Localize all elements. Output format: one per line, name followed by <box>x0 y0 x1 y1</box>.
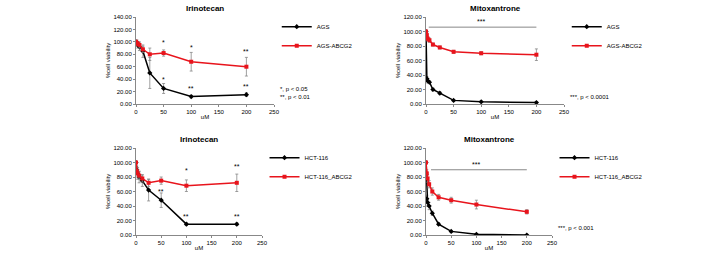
svg-text:HCT-116: HCT-116 <box>595 155 619 161</box>
svg-text:150: 150 <box>207 240 218 246</box>
svg-text:100: 100 <box>476 109 487 115</box>
svg-text:100: 100 <box>471 240 482 246</box>
svg-text:HCT-116: HCT-116 <box>305 155 329 161</box>
svg-text:**: ** <box>234 213 240 220</box>
svg-text:uM: uM <box>201 114 209 120</box>
svg-text:40.00: 40.00 <box>407 203 423 209</box>
svg-text:60.00: 60.00 <box>407 189 423 195</box>
svg-text:*: * <box>190 44 193 51</box>
svg-text:HCT-116_ABCG2: HCT-116_ABCG2 <box>305 174 353 180</box>
svg-text:**: ** <box>183 213 189 220</box>
svg-text:40.00: 40.00 <box>117 76 133 82</box>
svg-text:uM: uM <box>195 245 203 251</box>
svg-text:uM: uM <box>485 245 493 251</box>
svg-text:40.00: 40.00 <box>407 72 423 78</box>
svg-text:120.00: 120.00 <box>403 145 422 151</box>
svg-text:120.00: 120.00 <box>403 14 422 20</box>
svg-text:200: 200 <box>522 240 533 246</box>
svg-text:0.00: 0.00 <box>410 101 422 107</box>
svg-text:Mitoxantrone: Mitoxantrone <box>464 135 515 144</box>
svg-text:**: ** <box>243 48 249 55</box>
svg-text:0: 0 <box>424 109 428 115</box>
svg-text:100.00: 100.00 <box>113 39 132 45</box>
svg-text:%cell viability: %cell viability <box>105 43 111 79</box>
svg-text:150: 150 <box>504 109 515 115</box>
svg-text:150: 150 <box>497 240 508 246</box>
svg-text:**: ** <box>234 163 240 170</box>
svg-text:%cell viability: %cell viability <box>105 174 111 210</box>
svg-text:**: ** <box>188 85 194 92</box>
svg-text:%cell viability: %cell viability <box>395 43 401 79</box>
svg-text:100.00: 100.00 <box>403 160 422 166</box>
svg-text:80.00: 80.00 <box>407 174 423 180</box>
svg-text:***: *** <box>472 161 480 168</box>
svg-text:0.00: 0.00 <box>120 232 132 238</box>
svg-text:AGS-ABCG2: AGS-ABCG2 <box>607 43 643 49</box>
svg-text:20.00: 20.00 <box>117 218 133 224</box>
svg-text:150: 150 <box>214 109 225 115</box>
svg-text:100.00: 100.00 <box>403 29 422 35</box>
svg-text:uM: uM <box>491 114 499 120</box>
svg-text:**: ** <box>158 188 164 195</box>
svg-text:AGS: AGS <box>607 24 620 30</box>
svg-text:200: 200 <box>232 240 243 246</box>
svg-text:0: 0 <box>134 240 138 246</box>
svg-text:80.00: 80.00 <box>117 51 133 57</box>
svg-text:100: 100 <box>181 240 192 246</box>
svg-text:80.00: 80.00 <box>117 174 133 180</box>
svg-text:AGS-ABCG2: AGS-ABCG2 <box>317 43 353 49</box>
svg-text:50: 50 <box>158 240 165 246</box>
svg-text:80.00: 80.00 <box>407 43 423 49</box>
svg-text:140.00: 140.00 <box>113 14 132 20</box>
svg-text:120.00: 120.00 <box>113 27 132 33</box>
svg-text:HCT-116_ABCG2: HCT-116_ABCG2 <box>595 174 643 180</box>
svg-text:***, p < 0.0001: ***, p < 0.0001 <box>570 94 610 100</box>
svg-text:50: 50 <box>160 109 167 115</box>
svg-text:200: 200 <box>241 109 252 115</box>
svg-text:50: 50 <box>448 240 455 246</box>
svg-text:0.00: 0.00 <box>120 101 132 107</box>
svg-text:20.00: 20.00 <box>117 89 133 95</box>
svg-text:100: 100 <box>186 109 197 115</box>
svg-text:100.00: 100.00 <box>113 160 132 166</box>
svg-text:***, p < 0.001: ***, p < 0.001 <box>558 225 594 231</box>
svg-text:250: 250 <box>269 109 280 115</box>
svg-text:**: ** <box>243 83 249 90</box>
svg-text:250: 250 <box>559 109 570 115</box>
svg-text:*: * <box>162 76 165 83</box>
svg-text:200: 200 <box>531 109 542 115</box>
svg-text:0.00: 0.00 <box>410 232 422 238</box>
svg-text:%cell viability: %cell viability <box>395 174 401 210</box>
svg-text:20.00: 20.00 <box>407 218 423 224</box>
svg-text:250: 250 <box>547 240 558 246</box>
svg-text:*: * <box>185 167 188 174</box>
svg-text:AGS: AGS <box>317 24 330 30</box>
svg-text:120.00: 120.00 <box>113 145 132 151</box>
svg-text:0: 0 <box>134 109 138 115</box>
svg-text:60.00: 60.00 <box>117 64 133 70</box>
svg-text:*: * <box>162 39 165 46</box>
svg-text:***: *** <box>477 18 485 25</box>
svg-text:50: 50 <box>450 109 457 115</box>
svg-text:Irinotecan: Irinotecan <box>186 4 224 13</box>
svg-text:Irinotecan: Irinotecan <box>180 135 218 144</box>
svg-text:20.00: 20.00 <box>407 87 423 93</box>
svg-text:250: 250 <box>257 240 268 246</box>
svg-text:40.00: 40.00 <box>117 203 133 209</box>
svg-text:60.00: 60.00 <box>407 58 423 64</box>
svg-text:Mitoxantrone: Mitoxantrone <box>470 4 521 13</box>
svg-text:60.00: 60.00 <box>117 189 133 195</box>
svg-text:*, p < 0.05**, p < 0.01: *, p < 0.05**, p < 0.01 <box>280 86 311 100</box>
svg-text:0: 0 <box>424 240 428 246</box>
